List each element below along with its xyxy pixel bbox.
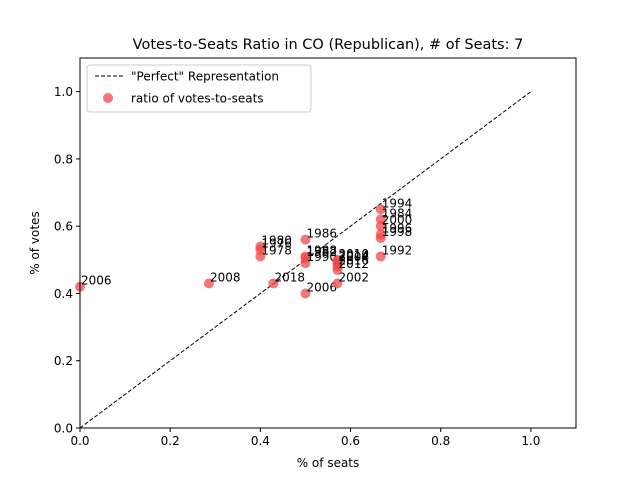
point-label-2002: 2002 [338, 270, 369, 284]
data-point-2006 [300, 288, 311, 299]
x-tick-label: 0.2 [161, 434, 180, 448]
x-tick-label: 0.6 [341, 434, 360, 448]
point-label-2012: 2012 [338, 257, 369, 271]
x-tick-label: 0.0 [70, 434, 89, 448]
data-point-1990 [300, 258, 311, 269]
data-point-1978 [255, 251, 266, 262]
legend-label-perfect: "Perfect" Representation [131, 70, 279, 84]
data-point-2002 [332, 278, 343, 289]
point-label-1982: 1982 [306, 245, 337, 259]
point-label-1990: 1990 [306, 250, 337, 264]
y-tick-label: 0.2 [54, 354, 73, 368]
point-label-2008: 2008 [210, 270, 241, 284]
data-point-2008 [203, 278, 214, 289]
legend: "Perfect" Representation ratio of votes-… [86, 64, 312, 113]
y-tick-label: 1.0 [54, 85, 73, 99]
point-label-2016: 2016 [338, 254, 369, 268]
point-label-2010: 2010 [338, 247, 369, 261]
x-tick-label: 0.4 [251, 434, 270, 448]
point-label-1976: 1976 [261, 237, 292, 251]
plot-area: 2006 2008 20182006200219801976197819861988… [75, 91, 532, 429]
point-label-2004: 2004 [338, 250, 369, 264]
point-label-1992: 1992 [382, 243, 413, 257]
legend-box [86, 64, 312, 113]
x-axis-label: % of seats [297, 456, 360, 470]
point-label-2000: 2000 [382, 213, 413, 227]
point-label-1988: 1988 [306, 243, 337, 257]
y-axis-label: % of votes [28, 211, 42, 274]
point-label-1996: 1996 [382, 222, 413, 236]
data-point-1994 [375, 204, 386, 215]
point-label-2014: 2014 [338, 249, 369, 263]
point-label-1980: 1980 [261, 233, 292, 247]
point-label-2006: 2006 [306, 280, 337, 294]
point-label-1978: 1978 [261, 243, 292, 257]
chart-title: Votes-to-Seats Ratio in CO (Republican),… [133, 37, 524, 53]
y-tick-label: 0.8 [54, 152, 73, 166]
data-point-1986 [300, 234, 311, 245]
point-label-2018: 2018 [274, 270, 305, 284]
point-label-1994: 1994 [382, 196, 413, 210]
y-tick-label: 0.6 [54, 220, 73, 234]
point-label-1984: 1984 [382, 206, 413, 220]
data-point-2018 [268, 278, 279, 289]
data-point-2000 [375, 221, 386, 232]
y-tick-label: 0.4 [54, 287, 73, 301]
x-tick-label: 1.0 [521, 434, 540, 448]
axes: 0.0 0.2 0.4 0.6 0.8 1.0 0.0 0.2 0.4 0.6 0.8 1.0 [54, 85, 541, 448]
point-label-1998: 1998 [382, 225, 413, 239]
legend-marker-ratio [103, 93, 113, 103]
point-label-1986: 1986 [306, 227, 337, 241]
perfect-representation-line [79, 91, 532, 429]
point-label-2006: 2006 [81, 274, 112, 288]
x-tick-label: 0.8 [431, 434, 450, 448]
plot-frame [79, 57, 577, 429]
data-point-2012 [332, 264, 343, 275]
data-point-1992 [375, 251, 386, 262]
data-point-1998 [375, 232, 386, 243]
legend-label-ratio: ratio of votes-to-seats [131, 92, 264, 106]
y-tick-label: 0.0 [54, 422, 73, 436]
